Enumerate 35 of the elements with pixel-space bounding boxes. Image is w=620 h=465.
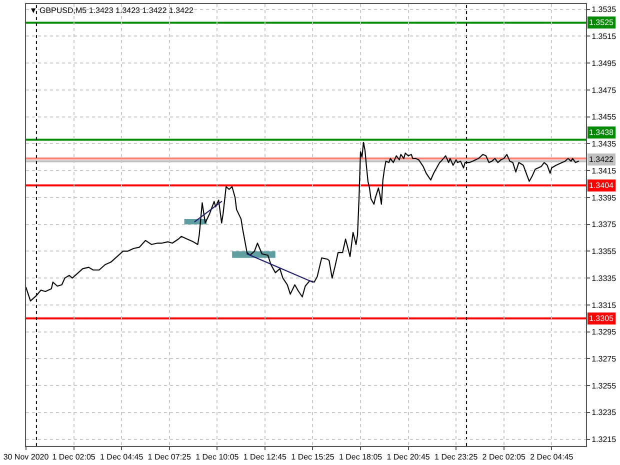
x-tick-label: 1 Dec 15:25 bbox=[291, 452, 335, 462]
ref-line-label: 1.3404 bbox=[589, 181, 614, 190]
x-tick-label: 30 Nov 2020 bbox=[3, 452, 50, 462]
y-tick-label: 1.3535 bbox=[592, 5, 617, 14]
x-tick-label: 1 Dec 18:05 bbox=[338, 452, 383, 462]
x-tick-label: 1 Dec 20:45 bbox=[386, 452, 430, 462]
chart-title: ▼ GBPUSD,M5 1.3423 1.3423 1.3422 1.3422 bbox=[29, 6, 194, 15]
ref-line-label: 1.3305 bbox=[589, 314, 614, 323]
ref-line-label: 1.3422 bbox=[589, 155, 614, 164]
x-tick-label: 2 Dec 02:05 bbox=[482, 452, 526, 462]
ref-line-label: 1.3525 bbox=[589, 18, 614, 27]
x-tick-label: 1 Dec 07:25 bbox=[148, 452, 192, 462]
y-tick-label: 1.3435 bbox=[592, 140, 617, 149]
y-tick-label: 1.3415 bbox=[592, 166, 617, 176]
y-tick-label: 1.3375 bbox=[592, 220, 617, 230]
y-tick-label: 1.3475 bbox=[592, 86, 617, 95]
y-tick-label: 1.3215 bbox=[592, 435, 617, 444]
x-tick-label: 1 Dec 10:05 bbox=[196, 452, 240, 462]
x-tick-label: 1 Dec 02:05 bbox=[52, 452, 96, 462]
ref-line-label: 1.3438 bbox=[589, 128, 614, 137]
y-tick-label: 1.3335 bbox=[592, 274, 617, 283]
y-tick-label: 1.3315 bbox=[592, 300, 617, 310]
x-tick-label: 2 Dec 04:45 bbox=[530, 452, 574, 462]
y-tick-label: 1.3235 bbox=[592, 408, 617, 418]
y-tick-label: 1.3455 bbox=[592, 112, 617, 122]
y-tick-label: 1.3275 bbox=[592, 354, 617, 364]
y-tick-label: 1.3355 bbox=[592, 247, 617, 256]
x-tick-label: 1 Dec 12:45 bbox=[243, 452, 288, 462]
y-tick-label: 1.3395 bbox=[592, 193, 617, 202]
y-tick-label: 1.3255 bbox=[592, 381, 617, 390]
x-tick-label: 1 Dec 04:45 bbox=[100, 452, 144, 462]
x-tick-label: 1 Dec 23:25 bbox=[434, 452, 478, 462]
y-tick-label: 1.3515 bbox=[592, 32, 617, 42]
y-tick-label: 1.3495 bbox=[592, 58, 617, 68]
y-tick-label: 1.3295 bbox=[592, 328, 617, 337]
